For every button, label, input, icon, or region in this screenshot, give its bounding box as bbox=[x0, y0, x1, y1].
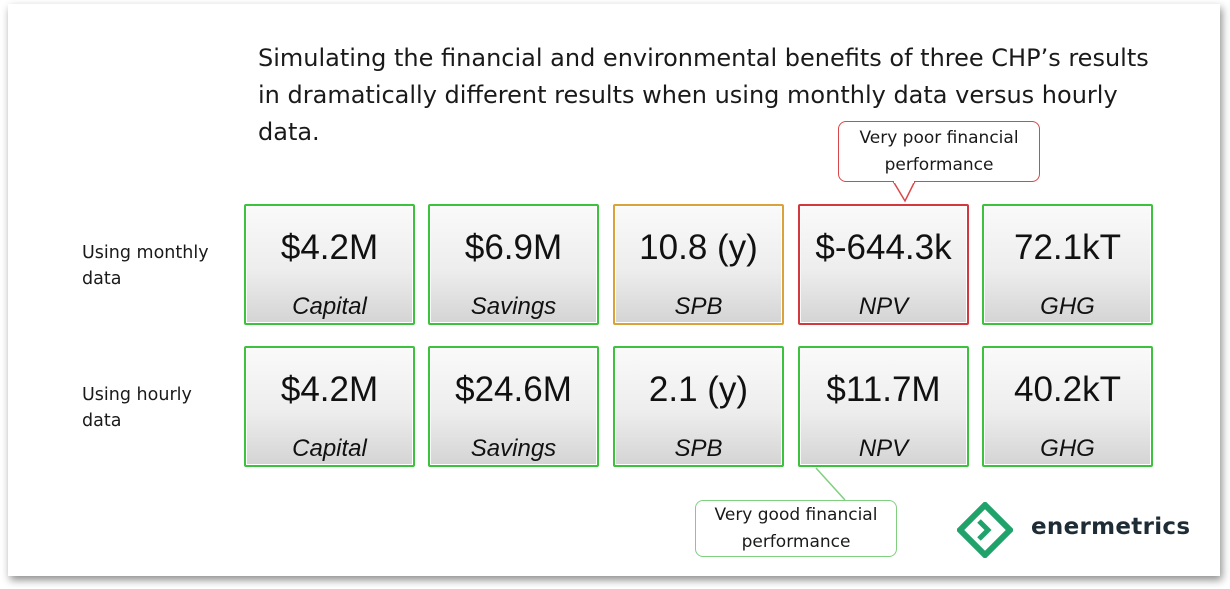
tile-hourly-ghg: 40.2kT GHG bbox=[982, 346, 1153, 467]
enermetrics-diamond-icon bbox=[957, 502, 1013, 558]
tile-metric: Savings bbox=[470, 435, 557, 462]
tile-monthly-capital: $4.2M Capital bbox=[244, 204, 415, 325]
good-callout-pointer bbox=[815, 467, 846, 501]
callout-line: performance bbox=[884, 155, 994, 175]
enermetrics-logo: enermetrics bbox=[957, 502, 1207, 558]
tile-hourly-savings: $24.6M Savings bbox=[428, 346, 599, 467]
tile-monthly-npv: $-644.3k NPV bbox=[798, 204, 969, 325]
logo-text: enermetrics bbox=[1031, 514, 1191, 540]
callout-line: Very good financial bbox=[714, 505, 878, 525]
headline: Simulating the financial and environment… bbox=[258, 44, 1149, 146]
tile-value: $11.7M bbox=[826, 370, 941, 409]
row-label-monthly: Using monthly data bbox=[82, 243, 209, 289]
tile-hourly-capital: $4.2M Capital bbox=[244, 346, 415, 467]
tile-metric: NPV bbox=[858, 293, 909, 320]
tile-value: $6.9M bbox=[464, 228, 563, 267]
tile-metric: GHG bbox=[1040, 293, 1095, 320]
tile-metric: Savings bbox=[470, 293, 557, 320]
callout-poor-performance: Very poor financial performance bbox=[838, 121, 1040, 182]
tile-value: 40.2kT bbox=[1014, 370, 1121, 409]
tile-monthly-savings: $6.9M Savings bbox=[428, 204, 599, 325]
tile-metric: NPV bbox=[858, 435, 909, 462]
tile-metric: SPB bbox=[674, 435, 723, 462]
callout-line: performance bbox=[741, 532, 851, 552]
tile-monthly-ghg: 72.1kT GHG bbox=[982, 204, 1153, 325]
tile-value: $4.2M bbox=[280, 370, 379, 409]
tile-metric: GHG bbox=[1040, 435, 1095, 462]
callout-line: Very poor financial bbox=[859, 128, 1019, 148]
tile-value: $24.6M bbox=[455, 370, 572, 409]
tile-metric: SPB bbox=[674, 293, 723, 320]
tile-value: 10.8 (y) bbox=[639, 228, 758, 267]
tile-value: 2.1 (y) bbox=[648, 370, 749, 409]
callout-good-performance: Very good financial performance bbox=[695, 500, 897, 557]
tile-value: 72.1kT bbox=[1014, 228, 1121, 267]
tile-value: $4.2M bbox=[280, 228, 379, 267]
tile-hourly-spb: 2.1 (y) SPB bbox=[613, 346, 784, 467]
tile-metric: Capital bbox=[292, 435, 367, 462]
tile-metric: Capital bbox=[292, 293, 367, 320]
row-label-hourly: Using hourly data bbox=[82, 385, 192, 431]
tile-monthly-spb: 10.8 (y) SPB bbox=[613, 204, 784, 325]
tile-value: $-644.3k bbox=[815, 228, 952, 267]
tile-hourly-npv: $11.7M NPV bbox=[798, 346, 969, 467]
